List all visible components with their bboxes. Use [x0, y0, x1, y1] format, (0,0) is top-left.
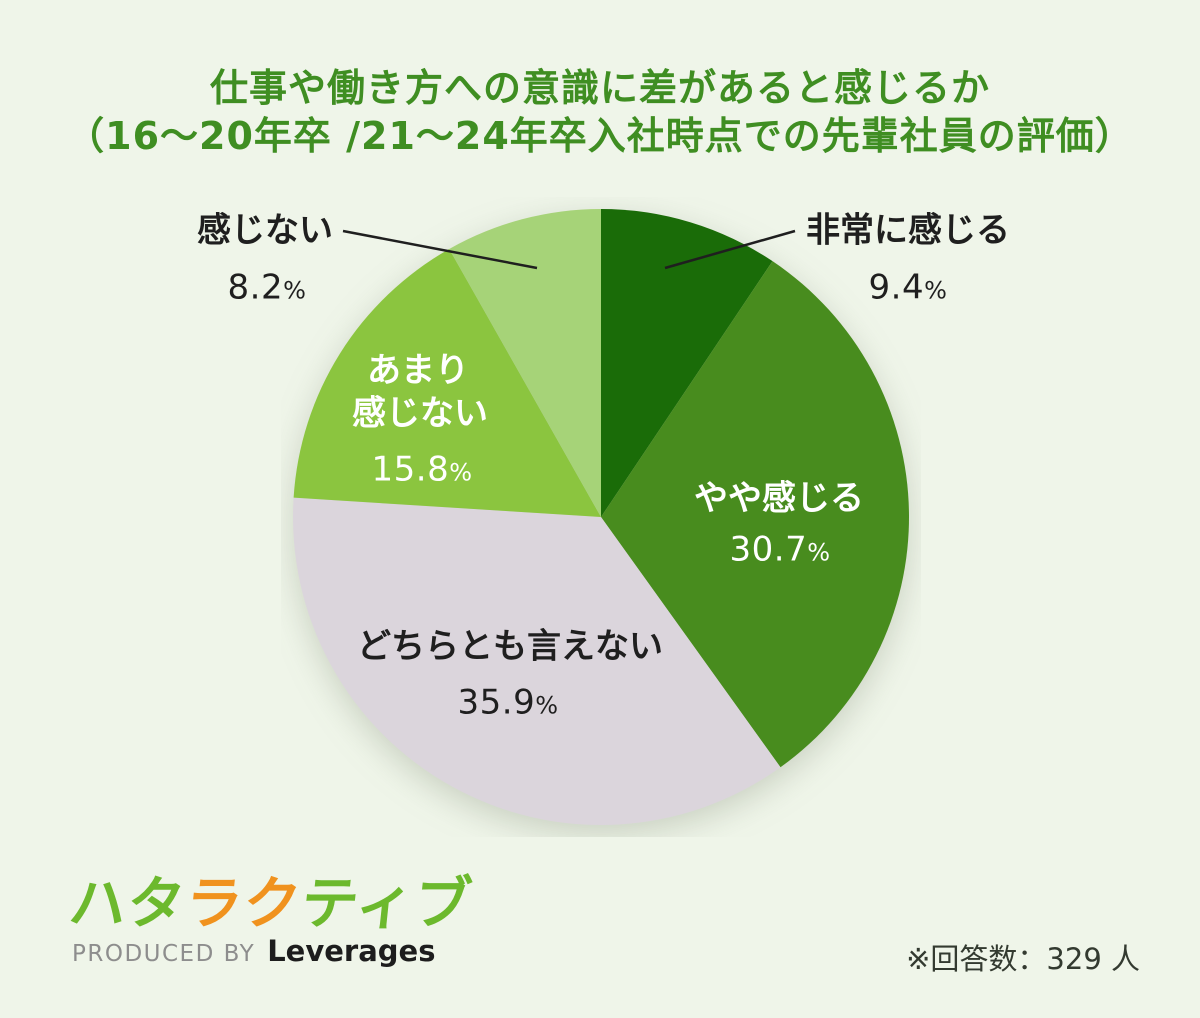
value-somewhat-feel-unit: % [807, 538, 831, 567]
hatarakutive-logo: ハタラクティブ [66, 858, 477, 940]
value-not-much-number: 15.8 [371, 449, 450, 490]
pie-slice-0-0 [601, 209, 773, 517]
value-neither: 35.9% [457, 684, 558, 721]
value-dont-feel-number: 8.2 [227, 267, 284, 308]
pie-slice-3-3 [293, 248, 601, 518]
produced-by-text: PRODUCED BY [72, 941, 256, 967]
respondent-count-note: ※回答数：329 人 [906, 942, 1140, 976]
chart-title-line1: 仕事や働き方への意識に差があると感じるか [209, 66, 990, 110]
label-somewhat-feel: やや感じる [694, 478, 864, 519]
logo-part-green1: ハタ [66, 871, 189, 937]
leverages-wordmark: Leverages [267, 934, 436, 968]
pie-chart [281, 197, 921, 837]
value-strongly-feel: 9.4% [869, 269, 948, 306]
label-not-much-line1: あまり [367, 350, 469, 391]
logo-part-orange: ラク [182, 871, 305, 937]
chart-title-line2: （16〜20年卒 /21〜24年卒入社時点での先輩社員の評価） [66, 114, 1134, 158]
value-somewhat-feel: 30.7% [729, 531, 830, 568]
value-neither-number: 35.9 [457, 682, 536, 723]
pie-slices-group [293, 209, 909, 825]
label-strongly-feel: 非常に感じる [806, 210, 1010, 251]
label-dont-feel: 感じない [197, 210, 333, 251]
value-dont-feel: 8.2% [228, 269, 307, 306]
logo-part-green2: ティブ [298, 871, 476, 937]
value-somewhat-feel-number: 30.7 [729, 529, 808, 570]
value-not-much-unit: % [449, 458, 473, 487]
pie-svg [293, 209, 909, 825]
value-strongly-feel-unit: % [924, 276, 948, 305]
value-neither-unit: % [535, 691, 559, 720]
produced-by-line: PRODUCED BY Leverages [72, 934, 435, 968]
label-neither: どちらとも言えない [357, 626, 663, 667]
value-dont-feel-unit: % [283, 276, 307, 305]
value-strongly-feel-number: 9.4 [868, 267, 925, 308]
chart-title: 仕事や働き方への意識に差があると感じるか （16〜20年卒 /21〜24年卒入社… [0, 64, 1200, 160]
leader-line-dont-feel [342, 229, 538, 270]
value-not-much: 15.8% [371, 451, 472, 488]
leader-line-strongly-feel [664, 229, 796, 270]
pie-slice-2-2 [293, 497, 781, 825]
pie-slice-1-1 [601, 261, 909, 768]
pie-slice-4-4 [449, 209, 601, 517]
label-not-much-line2: 感じない [352, 393, 488, 434]
